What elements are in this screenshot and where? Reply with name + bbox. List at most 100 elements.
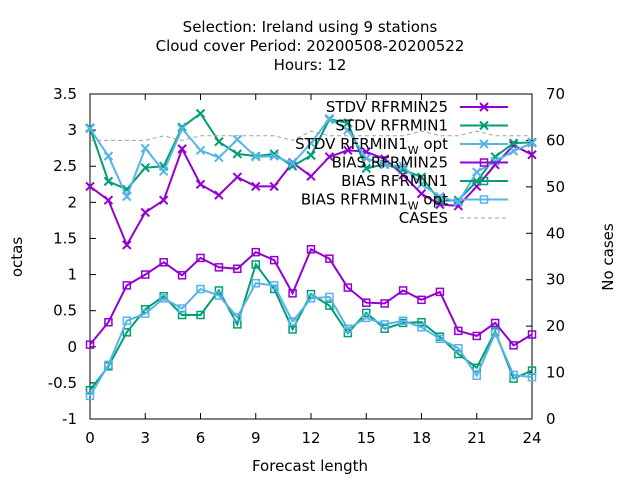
data-point	[251, 152, 261, 162]
series-line	[90, 130, 532, 141]
data-point	[85, 123, 95, 134]
data-point	[324, 113, 335, 124]
data-point	[140, 162, 150, 173]
data-point	[195, 179, 206, 189]
data-point	[269, 281, 279, 290]
data-point	[380, 320, 389, 329]
data-point	[251, 260, 260, 269]
data-point	[233, 264, 242, 274]
data-point	[195, 108, 206, 119]
y2-tick-label: 60	[546, 131, 565, 149]
data-point	[233, 312, 242, 322]
data-point	[251, 181, 261, 192]
data-point	[362, 298, 371, 307]
title-line-1: Selection: Ireland using 9 stations	[183, 18, 438, 36]
data-point	[472, 331, 481, 341]
series-line	[89, 262, 533, 391]
title-line-2: Cloud cover Period: 20200508-20200522	[156, 37, 465, 55]
series-3	[85, 245, 537, 350]
data-point	[196, 310, 205, 320]
data-point	[85, 391, 95, 401]
data-point	[177, 144, 187, 154]
data-point	[232, 134, 243, 145]
data-point	[509, 341, 518, 350]
data-point	[306, 294, 316, 303]
data-point	[306, 150, 316, 161]
data-point	[122, 281, 132, 290]
y2-tick-label: 0	[546, 410, 556, 428]
series-2	[85, 113, 537, 208]
legend-label: BIAS RFRMIN25	[332, 154, 448, 172]
y2-tick-label: 20	[546, 317, 565, 335]
data-point	[472, 371, 481, 380]
data-point	[104, 317, 113, 327]
series-line	[89, 112, 533, 202]
data-point	[104, 360, 113, 370]
data-point	[122, 191, 132, 202]
legend-label: CASES	[399, 209, 448, 227]
x-tick-label: 15	[357, 429, 376, 447]
data-point	[324, 152, 335, 162]
data-point	[141, 309, 150, 318]
x-tick-label: 0	[85, 429, 95, 447]
y-tick-label: 2.5	[53, 157, 77, 175]
data-point	[325, 292, 334, 302]
y-tick-label: 0	[67, 338, 77, 356]
x-tick-label: 6	[196, 429, 206, 447]
data-point	[527, 138, 537, 148]
y-tick-label: 2	[67, 193, 77, 211]
data-point	[287, 158, 298, 169]
data-point	[416, 188, 427, 199]
data-point	[306, 245, 316, 254]
data-point	[343, 324, 353, 333]
data-point	[435, 287, 445, 297]
data-point	[269, 255, 279, 265]
x-tick-label: 9	[251, 429, 261, 447]
data-point	[177, 123, 187, 134]
data-point	[214, 190, 224, 200]
data-point	[490, 328, 500, 338]
data-point	[435, 334, 445, 344]
y-tick-label: -0.5	[48, 374, 77, 392]
data-point	[508, 146, 519, 156]
data-point	[417, 323, 426, 332]
series-line	[89, 282, 533, 397]
data-point	[158, 166, 169, 176]
data-point	[306, 171, 316, 182]
data-point	[214, 291, 224, 300]
y-tick-label: -1	[62, 410, 77, 428]
data-point	[380, 299, 389, 308]
legend-label: BIAS RFRMIN1W opt	[301, 191, 448, 213]
data-point	[140, 207, 150, 218]
x-tick-label: 24	[522, 429, 541, 447]
data-point	[103, 195, 114, 205]
data-point	[288, 317, 297, 326]
legend-marker	[479, 102, 489, 112]
data-point	[362, 313, 371, 323]
chart-title: Selection: Ireland using 9 stations Clou…	[156, 18, 465, 74]
data-point	[454, 326, 463, 336]
data-point	[141, 270, 150, 279]
data-point	[417, 317, 426, 327]
y2-tick-label: 30	[546, 271, 565, 289]
data-point	[490, 318, 500, 328]
data-point	[325, 301, 334, 310]
data-point	[85, 340, 95, 349]
data-point	[527, 372, 537, 382]
data-point	[177, 304, 187, 313]
data-point	[214, 286, 224, 295]
data-point	[159, 258, 168, 267]
data-point	[398, 316, 408, 326]
data-point	[416, 172, 427, 182]
data-point	[454, 343, 463, 353]
data-point	[343, 118, 353, 128]
data-point	[472, 167, 482, 177]
data-point	[361, 153, 371, 163]
legend-label: STDV RFRMIN25	[326, 98, 448, 116]
data-point	[325, 254, 334, 263]
y-tick-label: 3	[67, 121, 77, 139]
y2-tick-label: 10	[546, 364, 565, 382]
legend-marker	[479, 195, 489, 204]
data-point	[196, 284, 205, 294]
